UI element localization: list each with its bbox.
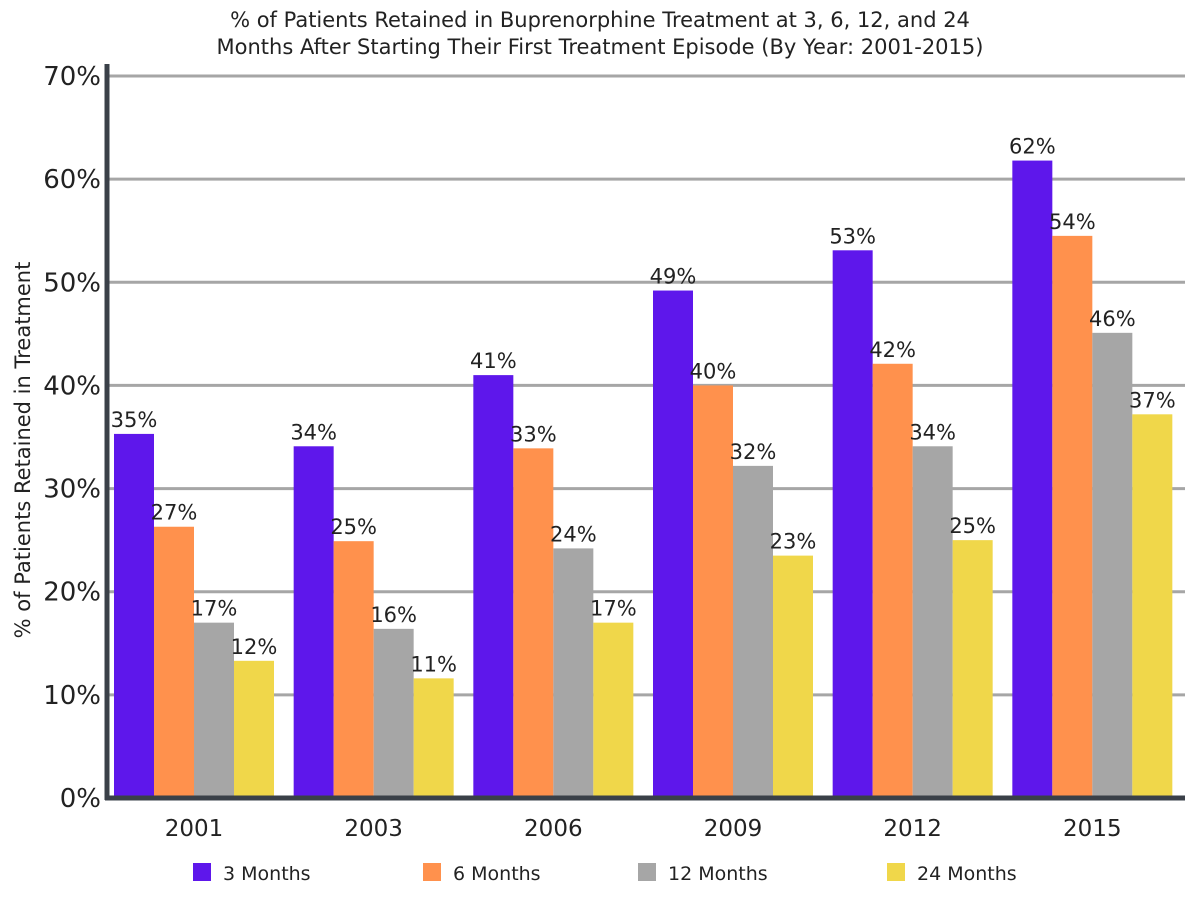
data-label: 33% — [510, 422, 557, 446]
bar — [952, 540, 993, 798]
axes — [104, 64, 1185, 801]
data-label: 54% — [1049, 210, 1096, 234]
x-tick-label: 2015 — [1063, 816, 1122, 842]
y-axis-label: % of Patients Retained in Treatment — [11, 262, 35, 639]
bar — [234, 660, 274, 798]
legend-label: 6 Months — [453, 863, 541, 885]
bar — [593, 622, 634, 798]
bar — [473, 375, 514, 798]
bars — [114, 160, 1173, 799]
data-label: 12% — [231, 635, 278, 659]
legend-label: 3 Months — [223, 863, 311, 885]
data-label: 40% — [690, 359, 737, 383]
legend-swatch — [193, 863, 211, 881]
data-label: 34% — [909, 420, 956, 444]
x-tick-label: 2001 — [165, 816, 224, 842]
bar — [114, 433, 154, 798]
data-label: 17% — [590, 597, 637, 621]
legend-swatch — [638, 863, 656, 881]
legend-label: 12 Months — [668, 863, 768, 885]
data-label: 53% — [829, 224, 876, 248]
bar — [773, 555, 813, 798]
gridlines — [107, 74, 1185, 697]
bar — [373, 628, 414, 798]
data-label: 25% — [330, 515, 377, 539]
chart-title-line-1: % of Patients Retained in Buprenorphine … — [230, 8, 970, 32]
data-label: 41% — [470, 349, 517, 373]
bar — [293, 446, 334, 798]
data-label: 27% — [151, 501, 198, 525]
y-tick-label: 60% — [43, 165, 101, 195]
legend: 3 Months 6 Months 12 Months 24 Months — [193, 863, 1017, 885]
y-tick-label: 10% — [43, 681, 101, 711]
data-label: 25% — [949, 514, 996, 538]
bar — [1132, 414, 1173, 798]
bar — [912, 446, 953, 798]
bar — [154, 526, 194, 798]
bar — [1092, 332, 1133, 798]
legend-swatch — [423, 863, 441, 881]
bar — [693, 385, 733, 798]
data-label: 62% — [1009, 135, 1056, 159]
chart-title-line-2: Months After Starting Their First Treatm… — [217, 35, 984, 59]
bar — [872, 363, 913, 798]
data-label: 46% — [1089, 307, 1136, 331]
x-tick-label: 2012 — [883, 816, 942, 842]
bar — [413, 678, 454, 798]
legend-swatch — [887, 863, 905, 881]
data-label: 24% — [550, 522, 597, 546]
bar — [553, 548, 594, 798]
data-label: 17% — [191, 597, 238, 621]
x-tick-label: 2003 — [344, 816, 403, 842]
bar — [1012, 160, 1053, 798]
y-tick-label: 20% — [43, 578, 101, 608]
y-tick-label: 30% — [43, 475, 101, 505]
y-tick-label: 50% — [43, 268, 101, 298]
x-axis-ticks: 2001 2003 2006 2009 2012 2015 — [165, 816, 1122, 842]
bar — [653, 290, 693, 798]
data-label: 42% — [869, 338, 916, 362]
bar — [733, 465, 773, 798]
data-label: 32% — [730, 440, 777, 464]
data-label: 34% — [290, 420, 337, 444]
data-label: 37% — [1129, 388, 1176, 412]
bar — [194, 622, 234, 798]
y-axis-ticks: 0% 10% 20% 30% 40% 50% 60% 70% — [43, 62, 101, 814]
bar — [832, 250, 873, 799]
y-tick-label: 70% — [43, 62, 101, 92]
bar — [513, 448, 554, 798]
data-label: 49% — [650, 265, 697, 289]
y-tick-label: 0% — [60, 784, 101, 814]
x-tick-label: 2006 — [524, 816, 583, 842]
x-tick-label: 2009 — [704, 816, 763, 842]
bar — [1052, 235, 1093, 798]
y-tick-label: 40% — [43, 371, 101, 401]
data-label: 16% — [370, 603, 417, 627]
data-label: 23% — [770, 530, 817, 554]
legend-label: 24 Months — [917, 863, 1017, 885]
data-label: 35% — [111, 408, 158, 432]
data-labels: 35% 27% 17% 12% 34% 25% 16% 11% 41% 33% 24% 17% 49% 4… — [111, 135, 1176, 677]
bar — [333, 541, 374, 798]
data-label: 11% — [410, 652, 457, 676]
